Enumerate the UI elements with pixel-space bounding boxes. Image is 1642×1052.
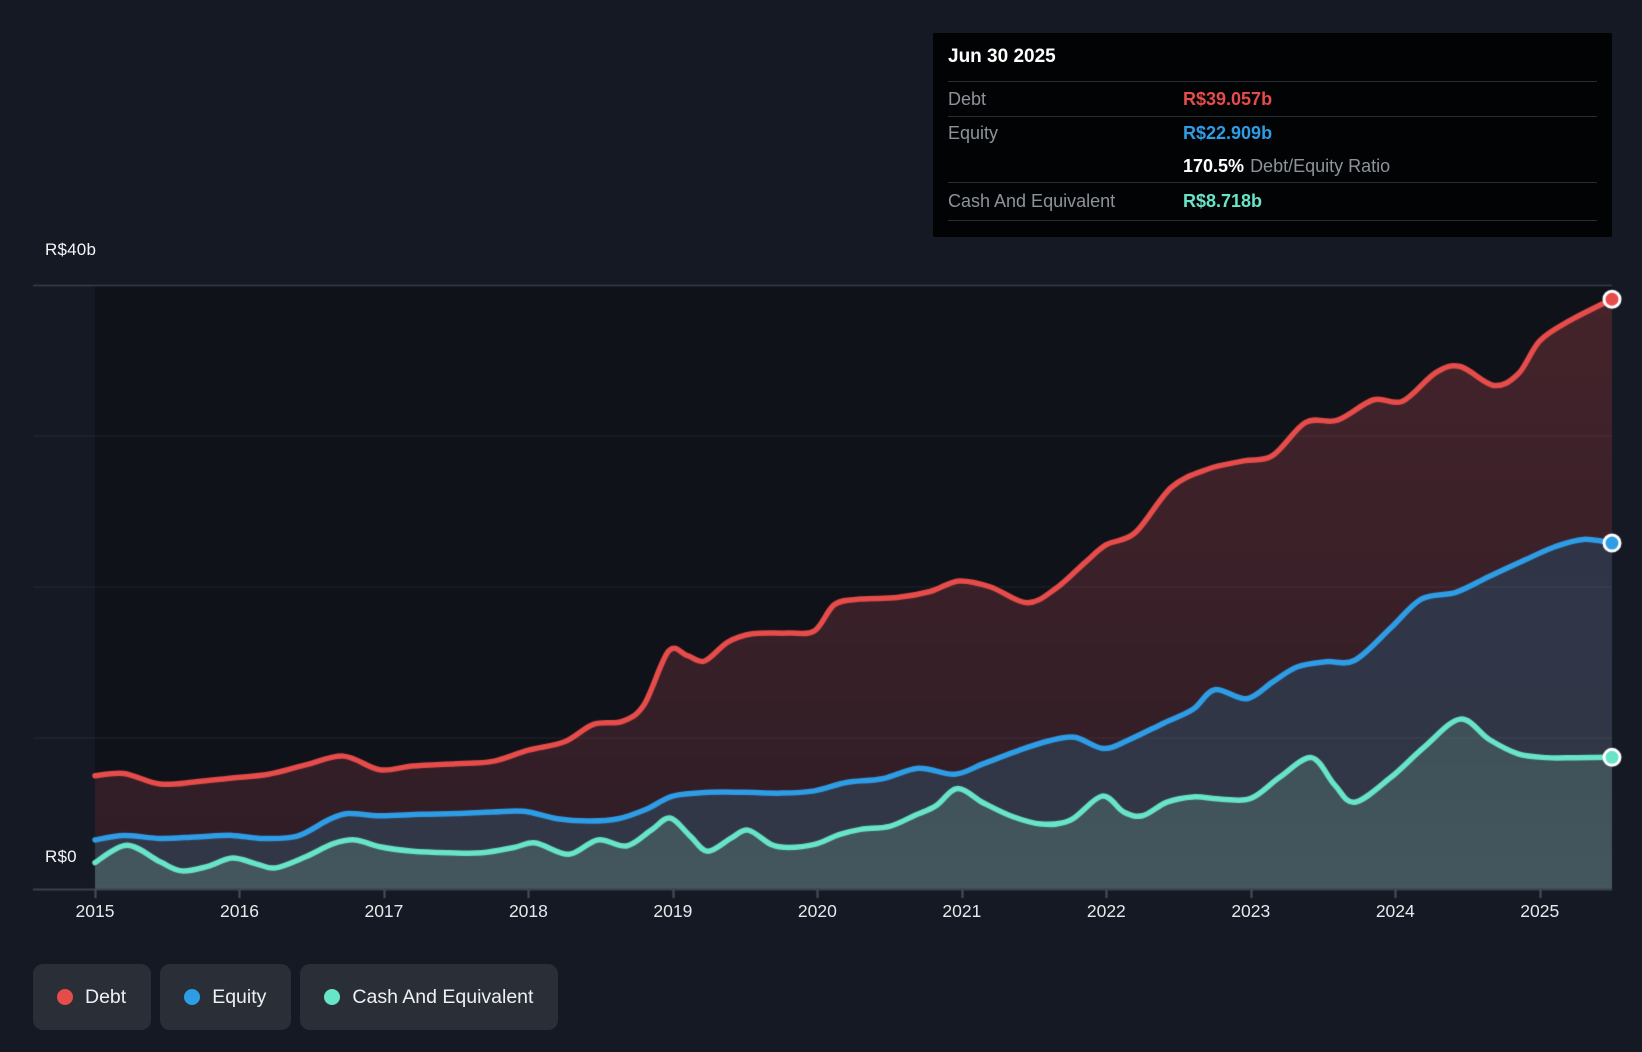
legend-equity-label: Equity (212, 985, 267, 1008)
x-axis-label: 2022 (1086, 901, 1126, 921)
tooltip-debt-label: Debt (948, 88, 987, 109)
x-axis-label: 2023 (1231, 901, 1271, 921)
legend-item-debt[interactable]: Debt (33, 964, 152, 1030)
tooltip-cash-label: Cash And Equivalent (948, 191, 1116, 211)
tooltip-debt-value: R$39.057b (1183, 88, 1273, 109)
tooltip-equity-value: R$22.909b (1183, 123, 1273, 143)
x-axis-label: 2020 (797, 901, 837, 921)
x-axis-label: 2015 (75, 901, 115, 921)
legend-item-cash[interactable]: Cash And Equivalent (300, 964, 559, 1030)
legend-cash-label: Cash And Equivalent (352, 985, 534, 1008)
x-axis-label: 2024 (1375, 901, 1415, 921)
tooltip-cash-value: R$8.718b (1183, 191, 1263, 211)
tooltip-row-debt: Debt R$39.057b (948, 82, 1597, 117)
equity-series-dot-icon (184, 989, 201, 1005)
tooltip-row-cash: Cash And Equivalent R$8.718b (948, 183, 1597, 221)
y-axis-label-zero: R$0 (45, 847, 77, 866)
tooltip-row-equity: Equity R$22.909b (948, 117, 1597, 150)
y-axis-label-top: R$40b (45, 240, 97, 259)
tooltip-ratio-value: 170.5% (1183, 155, 1245, 176)
x-axis-label: 2016 (220, 901, 259, 921)
debt-series-dot-icon (57, 989, 73, 1005)
legend-debt-label: Debt (85, 985, 127, 1008)
tooltip: Jun 30 2025 Debt R$39.057b Equity R$22.9… (933, 33, 1612, 237)
tooltip-date: Jun 30 2025 (948, 33, 1597, 82)
cash-series-dot-icon (324, 989, 341, 1005)
x-axis-label: 2018 (508, 901, 548, 921)
tooltip-row-ratio: 170.5% Debt/Equity Ratio (948, 150, 1597, 183)
chart-legend: Debt Equity Cash And Equivalent (33, 964, 559, 1030)
legend-item-equity[interactable]: Equity (160, 964, 292, 1030)
x-axis-label: 2019 (653, 901, 693, 921)
x-axis-label: 2017 (364, 901, 404, 921)
tooltip-ratio-label: Debt/Equity Ratio (1250, 155, 1391, 176)
tooltip-equity-label: Equity (948, 123, 999, 143)
x-axis-label: 2025 (1520, 901, 1560, 921)
x-axis-label: 2021 (942, 901, 982, 921)
